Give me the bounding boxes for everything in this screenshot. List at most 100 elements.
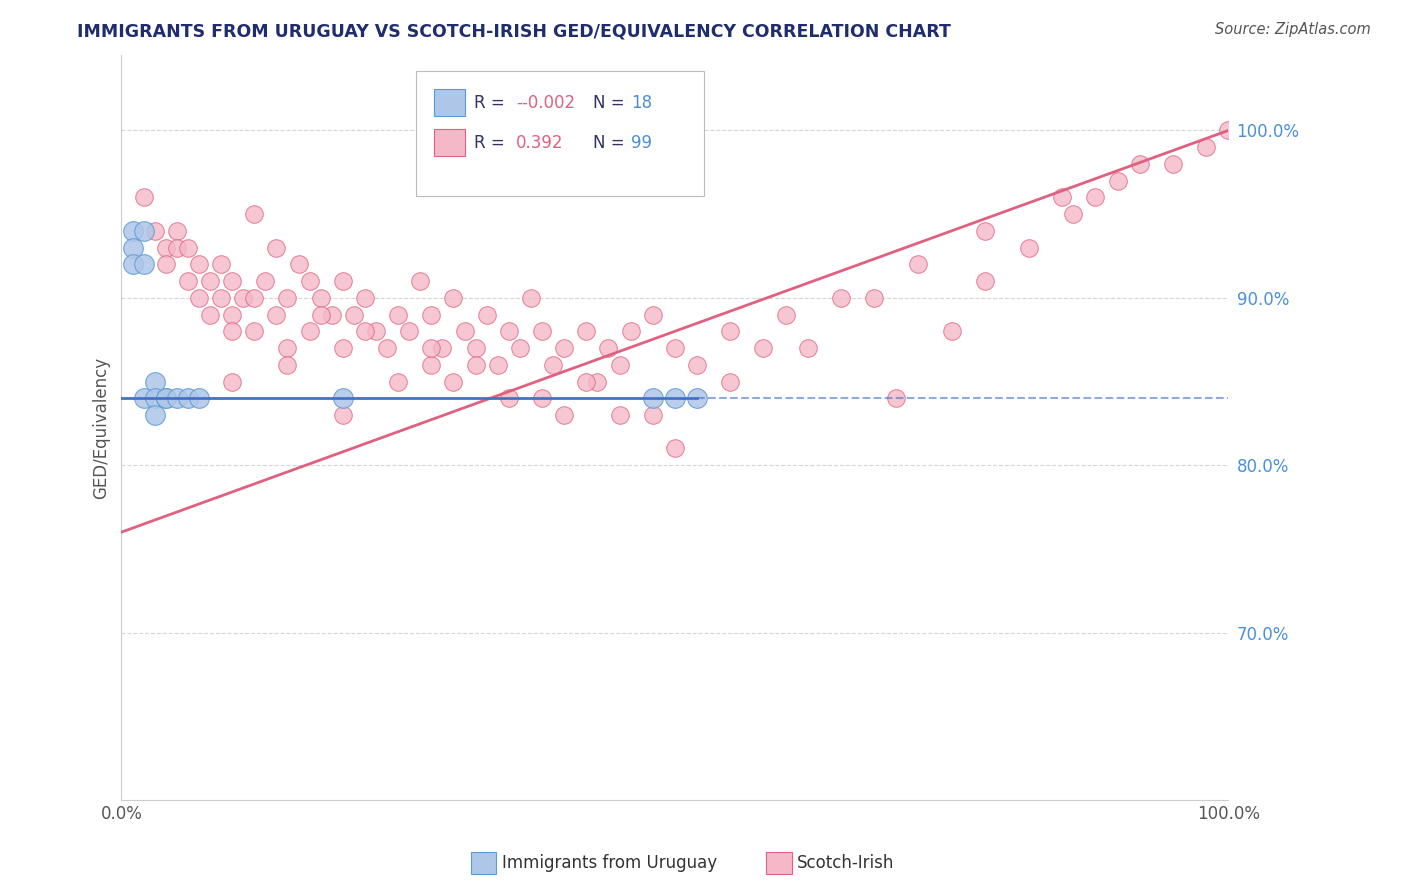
Point xyxy=(409,274,432,288)
Point xyxy=(443,291,465,305)
Point xyxy=(132,224,155,238)
Point xyxy=(232,291,254,305)
Point xyxy=(1195,140,1218,154)
Point xyxy=(254,274,277,288)
Point xyxy=(1052,190,1074,204)
Point xyxy=(221,308,243,322)
Point xyxy=(907,257,929,271)
Point xyxy=(664,391,686,405)
Text: 99: 99 xyxy=(631,134,652,152)
Point xyxy=(1062,207,1084,221)
Text: N =: N = xyxy=(593,134,630,152)
Point xyxy=(598,341,620,355)
Point xyxy=(187,257,209,271)
Text: IMMIGRANTS FROM URUGUAY VS SCOTCH-IRISH GED/EQUIVALENCY CORRELATION CHART: IMMIGRANTS FROM URUGUAY VS SCOTCH-IRISH … xyxy=(77,22,952,40)
Point xyxy=(541,358,564,372)
Point xyxy=(420,358,443,372)
Point xyxy=(121,224,143,238)
Point xyxy=(354,291,377,305)
Point xyxy=(796,341,818,355)
Point xyxy=(641,408,664,422)
Point xyxy=(321,308,343,322)
Point xyxy=(752,341,775,355)
Point xyxy=(641,308,664,322)
Point xyxy=(354,324,377,338)
Point xyxy=(132,391,155,405)
Point xyxy=(198,274,221,288)
Point xyxy=(221,375,243,389)
Point xyxy=(387,308,409,322)
Point xyxy=(1218,123,1240,137)
Point xyxy=(309,308,332,322)
Text: --0.002: --0.002 xyxy=(516,94,575,112)
Text: N =: N = xyxy=(593,94,630,112)
Point xyxy=(686,358,709,372)
Point xyxy=(464,358,486,372)
Point xyxy=(586,375,609,389)
Point xyxy=(343,308,366,322)
Point xyxy=(332,274,354,288)
Point xyxy=(1084,190,1107,204)
Point xyxy=(166,224,188,238)
Point xyxy=(531,391,554,405)
Point xyxy=(464,341,486,355)
Point xyxy=(775,308,797,322)
Point xyxy=(132,257,155,271)
Point xyxy=(177,391,200,405)
Point xyxy=(553,341,575,355)
Point xyxy=(575,375,598,389)
Point xyxy=(973,274,995,288)
Point xyxy=(553,408,575,422)
Point xyxy=(298,324,321,338)
Point xyxy=(198,308,221,322)
Point xyxy=(187,291,209,305)
Point xyxy=(941,324,963,338)
Point xyxy=(1018,241,1040,255)
Point xyxy=(375,341,398,355)
Point xyxy=(443,375,465,389)
Point xyxy=(664,341,686,355)
Point xyxy=(863,291,886,305)
Text: 0.392: 0.392 xyxy=(516,134,564,152)
Point xyxy=(143,408,166,422)
Point xyxy=(486,358,509,372)
Point xyxy=(309,291,332,305)
Point xyxy=(1129,157,1152,171)
Point xyxy=(420,308,443,322)
Point xyxy=(475,308,498,322)
Point xyxy=(387,375,409,389)
Point xyxy=(166,391,188,405)
Point xyxy=(209,291,232,305)
Point xyxy=(143,391,166,405)
Point xyxy=(221,324,243,338)
Point xyxy=(609,358,631,372)
Y-axis label: GED/Equivalency: GED/Equivalency xyxy=(93,357,110,499)
Point xyxy=(177,274,200,288)
Point xyxy=(332,341,354,355)
Point xyxy=(641,391,664,405)
Point xyxy=(166,241,188,255)
Point xyxy=(276,341,298,355)
Point xyxy=(420,341,443,355)
Point xyxy=(266,308,288,322)
Point xyxy=(609,408,631,422)
Point xyxy=(520,291,543,305)
Point xyxy=(121,241,143,255)
Point xyxy=(686,391,709,405)
Point xyxy=(266,241,288,255)
Text: 18: 18 xyxy=(631,94,652,112)
Point xyxy=(1107,174,1129,188)
Text: R =: R = xyxy=(474,94,510,112)
Point xyxy=(209,257,232,271)
Point xyxy=(884,391,907,405)
Point xyxy=(664,442,686,456)
Point xyxy=(187,391,209,405)
Point xyxy=(143,224,166,238)
Point xyxy=(498,324,520,338)
Point xyxy=(575,324,598,338)
Point xyxy=(332,408,354,422)
Point xyxy=(276,291,298,305)
Text: Source: ZipAtlas.com: Source: ZipAtlas.com xyxy=(1215,22,1371,37)
Point xyxy=(155,391,177,405)
Point xyxy=(132,190,155,204)
